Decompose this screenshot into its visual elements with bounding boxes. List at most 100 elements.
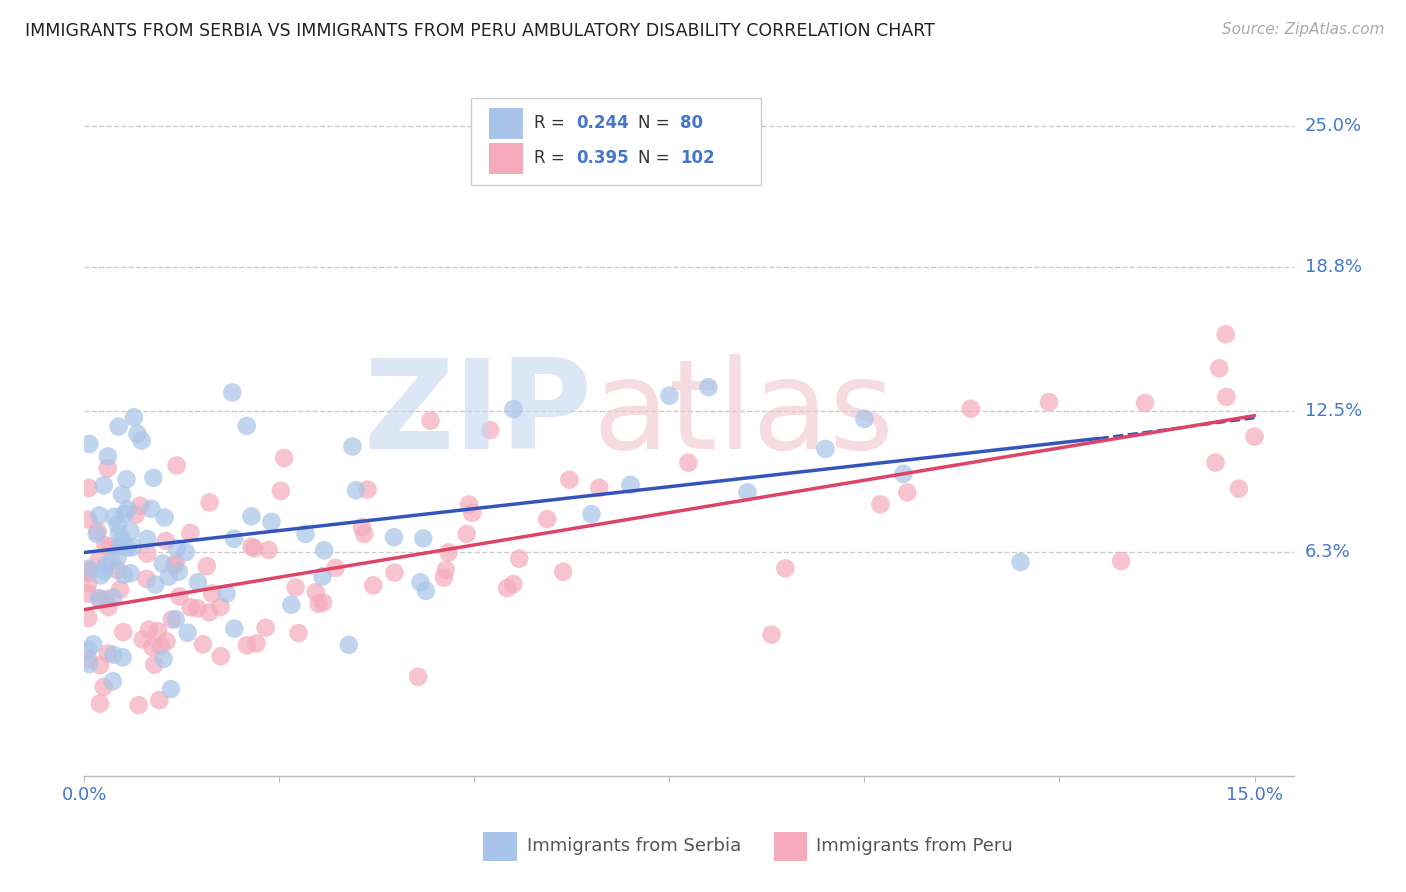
Point	[97, 461, 120, 475]
Text: 25.0%: 25.0%	[1305, 117, 1362, 135]
Point	[101, 674, 124, 689]
Point	[437, 545, 460, 559]
Point	[103, 591, 125, 605]
Text: Immigrants from Peru: Immigrants from Peru	[815, 837, 1012, 855]
Point	[434, 563, 457, 577]
Point	[111, 533, 134, 548]
Point	[558, 473, 581, 487]
Point	[406, 670, 429, 684]
Point	[508, 551, 530, 566]
Point	[496, 581, 519, 595]
Point	[135, 572, 157, 586]
Point	[342, 440, 364, 454]
Point	[77, 562, 100, 576]
Text: N =: N =	[638, 114, 675, 132]
Point	[94, 558, 117, 573]
Point	[658, 389, 681, 403]
Point	[853, 412, 876, 426]
Point	[89, 697, 111, 711]
Point	[100, 554, 122, 568]
Point	[120, 524, 142, 539]
Point	[143, 577, 166, 591]
Text: Immigrants from Serbia: Immigrants from Serbia	[527, 837, 741, 855]
Point	[243, 541, 266, 556]
Point	[1243, 429, 1265, 443]
Text: IMMIGRANTS FROM SERBIA VS IMMIGRANTS FROM PERU AMBULATORY DISABILITY CORRELATION: IMMIGRANTS FROM SERBIA VS IMMIGRANTS FRO…	[25, 22, 935, 40]
Point	[461, 506, 484, 520]
Point	[1205, 456, 1227, 470]
Point	[1010, 555, 1032, 569]
Point	[93, 680, 115, 694]
Point	[163, 558, 186, 573]
Bar	[773, 831, 807, 861]
Point	[117, 502, 139, 516]
Point	[305, 585, 328, 599]
Point	[120, 566, 142, 581]
Point	[221, 385, 243, 400]
Text: 18.8%: 18.8%	[1305, 259, 1361, 277]
Point	[87, 524, 110, 539]
Point	[77, 566, 100, 580]
Point	[86, 527, 108, 541]
Point	[344, 483, 367, 498]
Point	[479, 423, 502, 437]
Point	[502, 402, 524, 417]
Point	[678, 456, 700, 470]
Point	[136, 532, 159, 546]
Point	[959, 401, 981, 416]
Point	[108, 582, 131, 597]
Point	[240, 540, 263, 554]
Point	[108, 526, 131, 541]
Point	[419, 414, 441, 428]
Point	[77, 481, 100, 495]
Point	[433, 570, 456, 584]
Text: 0.244: 0.244	[576, 114, 630, 132]
Point	[581, 507, 603, 521]
Point	[1038, 395, 1060, 409]
Bar	[484, 831, 517, 861]
Point	[761, 628, 783, 642]
Point	[157, 569, 180, 583]
Text: R =: R =	[534, 149, 571, 167]
Point	[209, 649, 232, 664]
Point	[89, 658, 111, 673]
Point	[160, 681, 183, 696]
Text: Source: ZipAtlas.com: Source: ZipAtlas.com	[1222, 22, 1385, 37]
Point	[142, 471, 165, 485]
Point	[124, 508, 146, 522]
Point	[93, 478, 115, 492]
Point	[337, 638, 360, 652]
Point	[107, 517, 129, 532]
Point	[160, 613, 183, 627]
Point	[122, 410, 145, 425]
Point	[869, 497, 891, 511]
Point	[138, 623, 160, 637]
Point	[77, 652, 100, 666]
Point	[174, 545, 197, 559]
Point	[167, 565, 190, 579]
Point	[294, 527, 316, 541]
Point	[896, 485, 918, 500]
Text: 6.3%: 6.3%	[1305, 543, 1350, 561]
Point	[352, 520, 374, 534]
Point	[165, 556, 187, 570]
Point	[152, 557, 174, 571]
Point	[222, 532, 245, 546]
Point	[502, 577, 524, 591]
Point	[94, 538, 117, 552]
Point	[89, 552, 111, 566]
Point	[93, 564, 115, 578]
Point	[129, 499, 152, 513]
Point	[97, 600, 120, 615]
Text: N =: N =	[638, 149, 675, 167]
Point	[143, 657, 166, 672]
Point	[1227, 482, 1250, 496]
Point	[87, 591, 110, 606]
Point	[191, 637, 214, 651]
Point	[136, 547, 159, 561]
Point	[77, 576, 100, 591]
Point	[198, 605, 221, 619]
Point	[215, 586, 238, 600]
Point	[257, 543, 280, 558]
Text: atlas: atlas	[592, 354, 894, 475]
